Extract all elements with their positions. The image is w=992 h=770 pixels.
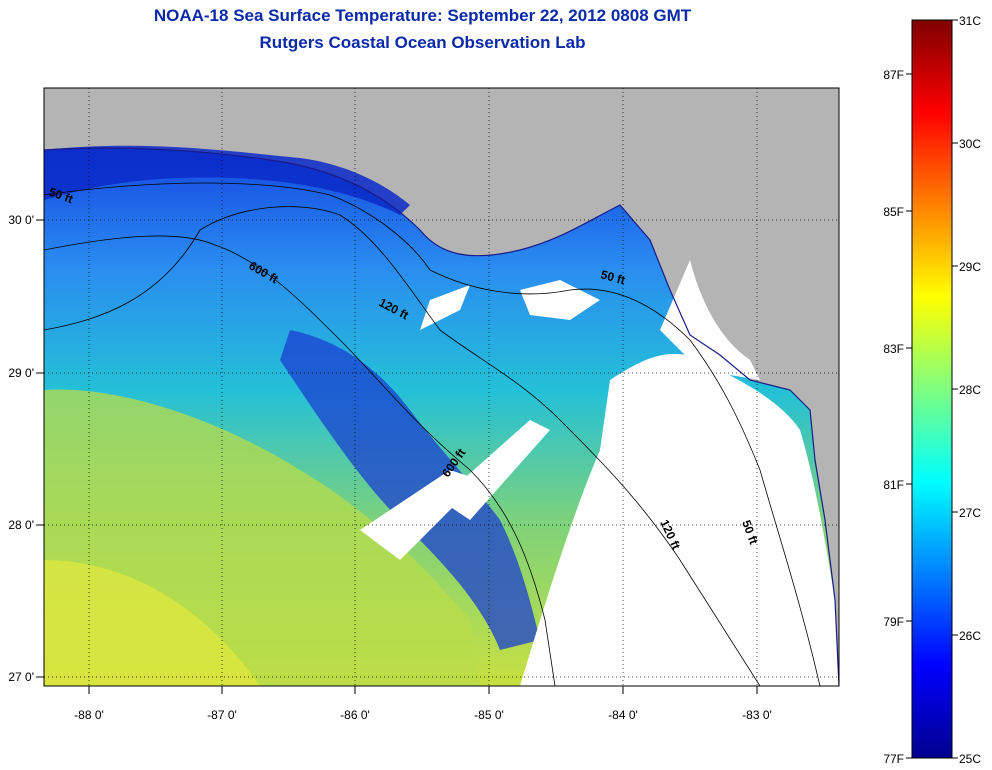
cloud-mask-streak	[440, 420, 550, 520]
colorbar-celsius-label: 28C	[959, 383, 981, 397]
cloud-mask-region	[520, 353, 839, 686]
contour-label: 50 ft	[599, 267, 626, 287]
y-tick-label: 27 0'	[8, 670, 34, 684]
x-tick-label: -83 0'	[742, 708, 772, 722]
colorbar-celsius-label: 31C	[959, 14, 981, 28]
map-area	[44, 88, 839, 686]
warmest-water-region	[44, 560, 260, 686]
graticule	[44, 88, 839, 686]
x-tick-label: -88 0'	[74, 708, 104, 722]
cloud-mask-patch	[660, 260, 760, 380]
colorbar-celsius-label: 25C	[959, 752, 981, 766]
cloud-mask-patch	[420, 285, 470, 330]
depth-contour-50ft	[44, 182, 821, 686]
colorbar-celsius-label: 29C	[959, 260, 981, 274]
cool-water-band	[280, 330, 540, 650]
x-tick-label: -86 0'	[340, 708, 370, 722]
map-subtitle: Rutgers Coastal Ocean Observation Lab	[259, 33, 586, 52]
colorbar-fahrenheit-label: 83F	[883, 342, 904, 356]
x-tick-label: -85 0'	[474, 708, 504, 722]
colorbar	[911, 19, 953, 759]
depth-contour-120ft	[44, 206, 761, 686]
map-frame	[43, 87, 840, 687]
colorbar-fahrenheit-label: 87F	[883, 68, 904, 82]
y-tick-label: 29 0'	[8, 366, 34, 380]
coastline	[44, 147, 839, 686]
x-tick-label: -84 0'	[608, 708, 638, 722]
axis-ticks	[36, 219, 758, 694]
colorbar-celsius-label: 27C	[959, 506, 981, 520]
nearshore-cool-water	[44, 145, 410, 215]
cloud-mask-patch	[520, 280, 600, 320]
depth-contour-600ft	[44, 235, 556, 686]
y-tick-label: 28 0'	[8, 518, 34, 532]
colorbar-celsius-label: 30C	[959, 137, 981, 151]
x-tick-label: -87 0'	[207, 708, 237, 722]
colorbar-celsius-label: 26C	[959, 629, 981, 643]
colorbar-fahrenheit-label: 85F	[883, 205, 904, 219]
colorbar-fahrenheit-label: 81F	[883, 478, 904, 492]
colorbar-fahrenheit-label: 77F	[883, 752, 904, 766]
y-tick-label: 30 0'	[8, 213, 34, 227]
colorbar-ticks	[906, 19, 958, 759]
map-title: NOAA-18 Sea Surface Temperature: Septemb…	[153, 6, 692, 25]
colorbar-fahrenheit-label: 79F	[883, 615, 904, 629]
